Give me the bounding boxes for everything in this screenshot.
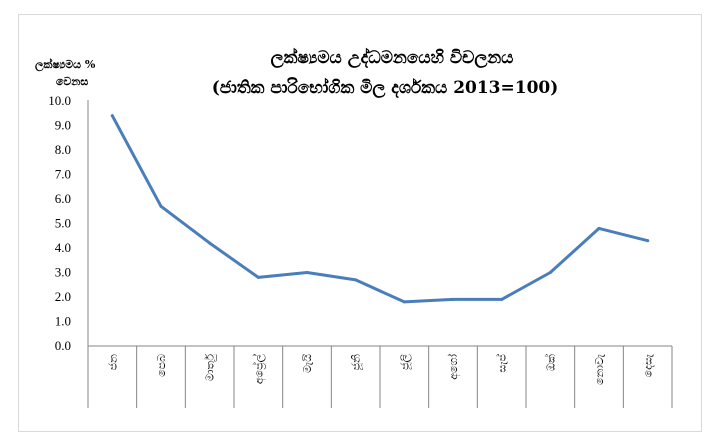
y-tick-label: 10.0 [48,93,71,108]
chart-title-line-2: (ජාතික පාරිභෝගික මිල දර්ශකය 2013=100) [212,77,559,99]
y-tick-label: 0.0 [55,338,71,353]
data-point [451,297,455,301]
data-point [208,241,212,245]
x-axis-ticks: ජන පෙබ මාර්තු අප්‍රේල් මැයි ජූනි ජූලි අගෝ සැප් ඔක… [106,353,654,385]
x-tick-label: නොවැ [593,353,606,385]
y-tick-label: 9.0 [55,118,71,133]
data-point [500,297,504,301]
data-point [597,226,601,230]
series-line [110,114,650,304]
y-axis-ticks: 0.0 1.0 2.0 3.0 4.0 5.0 6.0 7.0 8.0 9.0 10.0 [48,93,71,353]
x-tick-label: සැප් [495,354,509,372]
y-tick-label: 4.0 [55,240,71,255]
data-point [354,278,358,282]
chart-frame [18,14,702,432]
y-tick-label: 6.0 [55,191,71,206]
x-tick-label: අගෝ [446,354,461,380]
data-point [402,300,406,304]
data-point [646,239,650,243]
x-tick-label: ජූලි [398,353,412,370]
x-tick-label: පෙබ [155,354,168,377]
y-tick-label: 7.0 [55,167,71,182]
x-tick-label: දෙසැ [642,353,655,377]
y-axis-label-line-2: වෙනස [56,75,88,88]
y-tick-label: 1.0 [55,314,71,329]
x-tick-label: මැයි [301,354,314,373]
x-tick-label: ඔක් [543,354,557,371]
y-axis-label-line-1: ලක්ෂ්‍යමය % [35,57,96,73]
data-point [256,275,260,279]
data-point [110,114,114,118]
data-point [305,271,309,274]
y-tick-label: 8.0 [55,142,71,157]
x-tick-label: ජූනි [350,354,363,371]
data-point [548,271,552,274]
x-tick-label: අප්‍රේල් [251,353,266,384]
y-tick-label: 5.0 [55,216,71,231]
y-tick-label: 3.0 [55,265,71,280]
data-point [159,204,163,208]
axes [87,100,673,408]
x-tick-label: ජන [106,354,119,370]
chart-title-line-1: ලක්ෂ්‍යමය උද්ධමනයෙහි විචලනය [271,47,514,69]
x-tick-label: මාර්තු [204,354,217,381]
y-tick-label: 2.0 [55,289,71,304]
